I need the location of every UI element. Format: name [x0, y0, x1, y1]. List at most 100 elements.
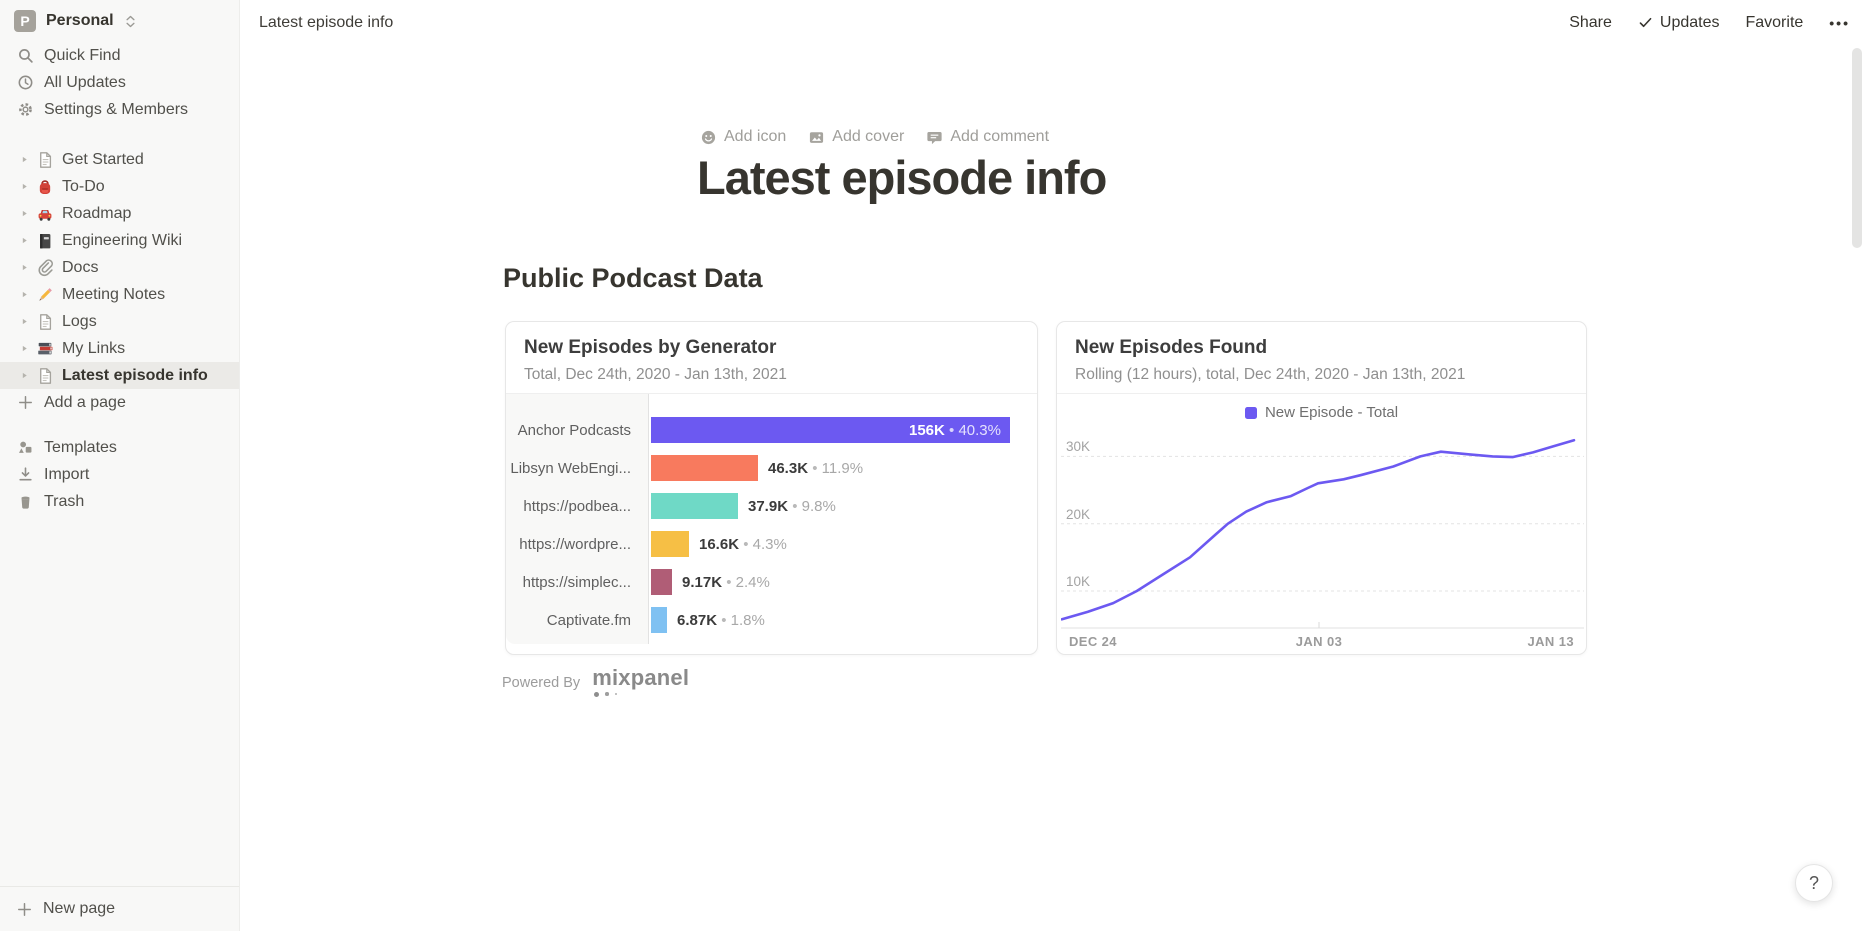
sidebar-item-label: Quick Find [44, 46, 121, 64]
share-button[interactable]: Share [1569, 13, 1612, 31]
bar [651, 455, 758, 481]
add-icon-button[interactable]: Add icon [700, 128, 786, 146]
breadcrumb[interactable]: Latest episode info [259, 13, 394, 31]
sidebar-item-settings-members[interactable]: Settings & Members [0, 96, 239, 123]
sidebar-item-trash[interactable]: Trash [0, 488, 239, 515]
bar-value: 6.87K • 1.8% [677, 611, 765, 629]
toggle-triangle-icon[interactable] [14, 263, 34, 272]
x-tick-label: DEC 24 [1069, 634, 1117, 649]
bar [651, 569, 672, 595]
bar [651, 607, 667, 633]
sidebar-page-label: To-Do [62, 177, 105, 195]
chart-legend: New Episode - Total [1057, 404, 1586, 421]
bar [651, 493, 738, 519]
bar-row: https://simplec... 9.17K • 2.4% [506, 563, 1037, 601]
page-controls: Add icon Add cover Add comment [700, 128, 1049, 146]
bar-row: Captivate.fm 6.87K • 1.8% [506, 601, 1037, 639]
page-icon [34, 367, 56, 385]
backpack-icon [34, 178, 56, 196]
sidebar-page-label: Engineering Wiki [62, 231, 183, 249]
mixpanel-wordmark: mixpanel [592, 665, 690, 690]
bar-chart-title: New Episodes by Generator [524, 337, 777, 358]
search-icon [14, 47, 36, 64]
page-icon [34, 313, 56, 331]
bar-value: 156K • 40.3% [908, 421, 1001, 439]
sidebar-item-all-updates[interactable]: All Updates [0, 69, 239, 96]
control-label: Add icon [724, 128, 787, 145]
import-icon [14, 466, 36, 483]
add-comment-button[interactable]: Add comment [926, 128, 1049, 146]
favorite-button[interactable]: Favorite [1745, 13, 1804, 31]
section-heading[interactable]: Public Podcast Data [503, 263, 763, 293]
add-page-label: Add a page [44, 393, 126, 411]
sidebar-page-latest-episode-info[interactable]: Latest episode info [0, 362, 239, 389]
sidebar-page-docs[interactable]: Docs [0, 254, 239, 281]
sidebar-page-label: Get Started [62, 150, 144, 168]
toggle-triangle-icon[interactable] [14, 182, 34, 191]
sidebar-page-label: Docs [62, 258, 99, 276]
sidebar-item-quick-find[interactable]: Quick Find [0, 42, 239, 69]
workspace-switcher[interactable]: P Personal [0, 0, 239, 42]
updates-button[interactable]: Updates [1638, 14, 1719, 32]
sidebar-page-to-do[interactable]: To-Do [0, 173, 239, 200]
bar: 156K • 40.3% [651, 417, 1010, 443]
scrollbar-thumb[interactable] [1852, 48, 1862, 248]
bar-row: Libsyn WebEngi... 46.3K • 11.9% [506, 449, 1037, 487]
pencil-icon [34, 286, 56, 304]
mixpanel-logo[interactable]: mixpanel [592, 665, 690, 697]
toggle-triangle-icon[interactable] [14, 155, 34, 164]
toggle-triangle-icon[interactable] [14, 317, 34, 326]
sidebar-page-get-started[interactable]: Get Started [0, 146, 239, 173]
toggle-triangle-icon[interactable] [14, 290, 34, 299]
control-label: Add cover [832, 128, 905, 145]
bar-chart-header: New Episodes by Generator Total, Dec 24t… [506, 322, 1037, 394]
add-page-button[interactable]: Add a page [0, 389, 239, 416]
sidebar-page-my-links[interactable]: My Links [0, 335, 239, 362]
x-axis-ticks: DEC 24 JAN 03 JAN 13 [1061, 634, 1582, 652]
legend-label: New Episode - Total [1264, 404, 1399, 421]
sidebar-top-menu: Quick Find All Updates Settings & Members [0, 42, 239, 123]
topbar-actions: Share Updates Favorite ••• [1569, 14, 1850, 32]
y-tick-label: 20K [1066, 506, 1091, 522]
toggle-triangle-icon[interactable] [14, 371, 34, 380]
bar-chart-subtitle: Total, Dec 24th, 2020 - Jan 13th, 2021 [524, 366, 787, 383]
toggle-triangle-icon[interactable] [14, 236, 34, 245]
sidebar-page-logs[interactable]: Logs [0, 308, 239, 335]
bar-category-label: https://simplec... [522, 573, 631, 591]
bar-chart-card[interactable]: New Episodes by Generator Total, Dec 24t… [505, 321, 1038, 655]
bar-chart-label-column [506, 394, 649, 644]
workspace-avatar: P [14, 10, 36, 32]
page-title[interactable]: Latest episode info [697, 151, 1107, 204]
workspace-name: Personal [46, 12, 114, 29]
sidebar-bottom-menu: Templates Import Trash [0, 434, 239, 515]
toggle-triangle-icon[interactable] [14, 209, 34, 218]
line-chart-card[interactable]: New Episodes Found Rolling (12 hours), t… [1056, 321, 1587, 655]
bar-row: https://wordpre... 16.6K • 4.3% [506, 525, 1037, 563]
sidebar-item-label: Trash [44, 492, 85, 510]
page-icon [34, 151, 56, 169]
sidebar-item-label: Import [44, 465, 90, 483]
chevron-updown-icon [124, 14, 137, 29]
sidebar-page-engineering-wiki[interactable]: Engineering Wiki [0, 227, 239, 254]
new-page-label: New page [43, 900, 116, 917]
bar [651, 531, 689, 557]
sidebar-page-roadmap[interactable]: Roadmap [0, 200, 239, 227]
toggle-triangle-icon[interactable] [14, 344, 34, 353]
new-page-button[interactable]: New page [0, 886, 239, 931]
sidebar-item-import[interactable]: Import [0, 461, 239, 488]
bar-row: Anchor Podcasts 156K • 40.3% [506, 411, 1037, 449]
sidebar-page-meeting-notes[interactable]: Meeting Notes [0, 281, 239, 308]
mixpanel-dots-icon [594, 691, 689, 697]
sidebar-item-templates[interactable]: Templates [0, 434, 239, 461]
bar-category-label: https://podbea... [523, 497, 631, 515]
help-button[interactable]: ? [1795, 864, 1833, 902]
bar-category-label: Captivate.fm [546, 611, 631, 629]
more-button[interactable]: ••• [1829, 14, 1850, 31]
clock-icon [14, 74, 36, 91]
add-cover-button[interactable]: Add cover [808, 128, 904, 146]
bar-value: 37.9K • 9.8% [748, 497, 836, 515]
sidebar-item-label: Templates [44, 438, 117, 456]
legend-swatch [1244, 406, 1257, 419]
y-tick-label: 10K [1066, 574, 1091, 589]
